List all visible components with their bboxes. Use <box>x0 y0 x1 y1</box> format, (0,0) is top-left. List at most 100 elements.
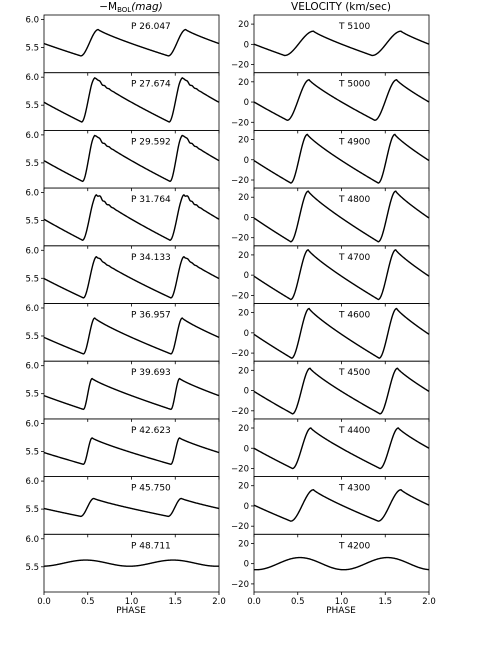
period-label: P 27.674 <box>131 80 171 90</box>
y-tick-label: 0 <box>244 502 249 512</box>
velocity-panel-9: −20 0 20 T 4300 <box>231 476 430 538</box>
y-tick-label: 5.5 <box>25 505 39 515</box>
velocity-curve <box>253 367 430 415</box>
y-tick-label: 0 <box>244 560 249 570</box>
temperature-label: T 4900 <box>338 137 371 147</box>
y-tick-label: 6.0 <box>25 477 39 487</box>
temperature-label: T 4200 <box>338 541 371 551</box>
y-tick-label: 6.0 <box>25 189 39 199</box>
velocity-panel-1: −20 0 20 T 5100 <box>231 14 430 76</box>
x-tick-label: 1.0 <box>125 597 139 607</box>
period-label: P 31.764 <box>131 195 171 205</box>
magnitude-panel-7: 5.5 6.0 P 39.693 <box>25 360 220 422</box>
velocity-curve <box>253 489 430 522</box>
y-tick-label: 6.0 <box>25 419 39 429</box>
magnitude-curve <box>43 194 220 241</box>
magnitude-curve <box>43 28 220 57</box>
x-tick-label: 0.0 <box>247 597 261 607</box>
y-tick-label: 0 <box>244 40 249 50</box>
temperature-label: T 4600 <box>338 311 371 321</box>
y-tick-label: 5.5 <box>25 274 39 284</box>
y-tick-label: 5.5 <box>25 43 39 53</box>
y-tick-label: 5.5 <box>25 159 39 169</box>
y-tick-label: −20 <box>231 291 249 301</box>
left-title-suffix: (mag) <box>131 1 163 13</box>
velocity-curve <box>253 427 430 470</box>
y-tick-label: 0 <box>244 156 249 166</box>
velocity-curve <box>253 556 430 571</box>
y-tick-label: −20 <box>231 118 249 128</box>
y-tick-label: 0 <box>244 213 249 223</box>
y-tick-label: 5.5 <box>25 563 39 573</box>
y-tick-label: −20 <box>231 407 249 417</box>
right-x-axis-label: PHASE <box>326 606 356 616</box>
temperature-label: T 4700 <box>338 253 371 263</box>
magnitude-panel-9: 5.5 6.0 P 45.750 <box>25 476 220 538</box>
magnitude-panel-3: 5.5 6.0 P 29.592 <box>25 129 220 192</box>
y-tick-label: 5.5 <box>25 217 39 227</box>
y-tick-label: −20 <box>231 465 249 475</box>
left-x-axis-label: PHASE <box>116 606 146 616</box>
y-tick-label: 5.5 <box>25 390 39 400</box>
y-tick-label: 0 <box>244 98 249 108</box>
y-tick-label: 20 <box>238 539 249 549</box>
y-tick-label: 6.0 <box>25 131 39 141</box>
y-tick-label: 0 <box>244 329 249 339</box>
x-tick-label: 0.5 <box>81 597 95 607</box>
velocity-panel-8: −20 0 20 T 4400 <box>231 418 430 480</box>
velocity-curve <box>253 307 430 359</box>
magnitude-panel-4: 5.5 6.0 P 31.764 <box>25 187 220 249</box>
period-label: P 29.592 <box>131 137 171 147</box>
magnitude-panel-10: 5.5 6.0 0.0 0.5 1.0 1.5 2.0 P 48.711 <box>25 533 226 607</box>
x-tick-label: 2.0 <box>422 597 436 607</box>
period-label: P 42.623 <box>131 426 171 436</box>
y-tick-label: −20 <box>231 61 249 71</box>
temperature-label: T 5000 <box>338 80 371 90</box>
y-tick-label: 20 <box>238 78 249 88</box>
velocity-curve <box>253 30 430 57</box>
y-tick-label: 6.0 <box>25 362 39 372</box>
magnitude-curve <box>43 559 220 567</box>
velocity-panel-5: −20 0 20 T 4700 <box>231 245 430 307</box>
left-column-title: −MBOL(mag) <box>99 1 162 14</box>
y-tick-label: 5.5 <box>25 447 39 457</box>
velocity-panel-2: −20 0 20 T 5000 <box>231 72 430 134</box>
magnitude-panel-6: 5.5 6.0 P 36.957 <box>25 303 220 365</box>
velocity-curve <box>253 249 430 301</box>
magnitude-curve <box>43 377 220 411</box>
magnitude-panel-5: 5.5 6.0 P 34.133 <box>25 245 220 307</box>
temperature-label: T 4300 <box>338 484 371 494</box>
y-tick-label: 5.5 <box>25 332 39 342</box>
temperature-label: T 5100 <box>338 22 371 32</box>
y-tick-label: −20 <box>231 176 249 186</box>
period-label: P 45.750 <box>131 484 171 494</box>
temperature-label: T 4800 <box>338 195 371 205</box>
x-tick-label: 0.0 <box>37 597 51 607</box>
x-tick-label: 1.0 <box>335 597 349 607</box>
magnitude-curve <box>43 77 220 123</box>
y-tick-label: 20 <box>238 424 249 434</box>
magnitude-panel-2: 5.5 6.0 P 27.674 <box>25 72 220 134</box>
y-tick-label: 20 <box>238 136 249 146</box>
x-tick-label: 1.5 <box>168 597 182 607</box>
y-tick-label: 20 <box>238 309 249 319</box>
y-tick-label: 5.5 <box>25 101 39 111</box>
left-title-subscript: BOL <box>117 6 131 14</box>
y-tick-label: 20 <box>238 482 249 492</box>
right-column-title: VELOCITY (km/sec) <box>291 1 391 13</box>
x-tick-label: 0.5 <box>291 597 305 607</box>
magnitude-curve <box>43 437 220 466</box>
y-tick-label: 6.0 <box>25 73 39 83</box>
velocity-curve <box>253 190 430 243</box>
magnitude-curve <box>43 134 220 183</box>
y-tick-label: 6.0 <box>25 246 39 256</box>
y-tick-label: 6.0 <box>25 304 39 314</box>
y-tick-label: 0 <box>244 387 249 397</box>
y-tick-label: 20 <box>238 366 249 376</box>
temperature-label: T 4500 <box>338 368 371 378</box>
y-tick-label: −20 <box>231 234 249 244</box>
y-tick-label: 6.0 <box>25 535 39 545</box>
y-tick-label: 20 <box>238 20 249 30</box>
y-tick-label: 6.0 <box>25 15 39 25</box>
x-tick-label: 1.5 <box>378 597 392 607</box>
